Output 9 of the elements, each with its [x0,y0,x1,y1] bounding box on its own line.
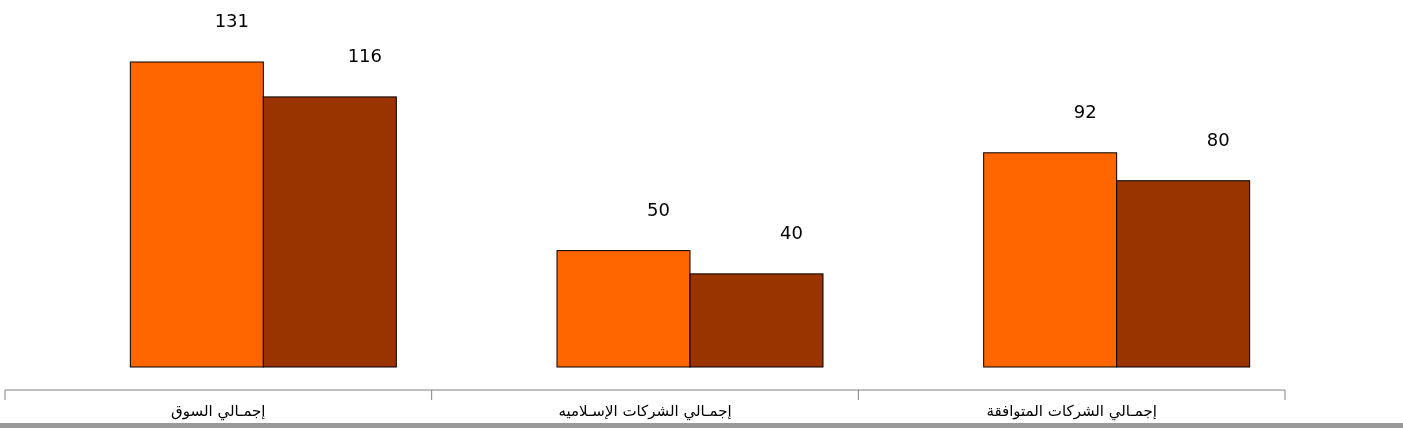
data-label: 116 [347,44,383,66]
x-tick-label: إجمـالي الشركات الإسـلاميه [558,402,732,421]
data-label: 40 [780,221,803,243]
data-label: 80 [1206,128,1230,150]
x-tick-label: إجمـالي الشركات المتوافقة [986,402,1157,421]
data-label: 92 [1073,100,1097,122]
data-label: 50 [647,198,670,220]
x-tick-label: إجمـالي السوق [171,402,266,421]
data-label: 131 [214,10,250,31]
